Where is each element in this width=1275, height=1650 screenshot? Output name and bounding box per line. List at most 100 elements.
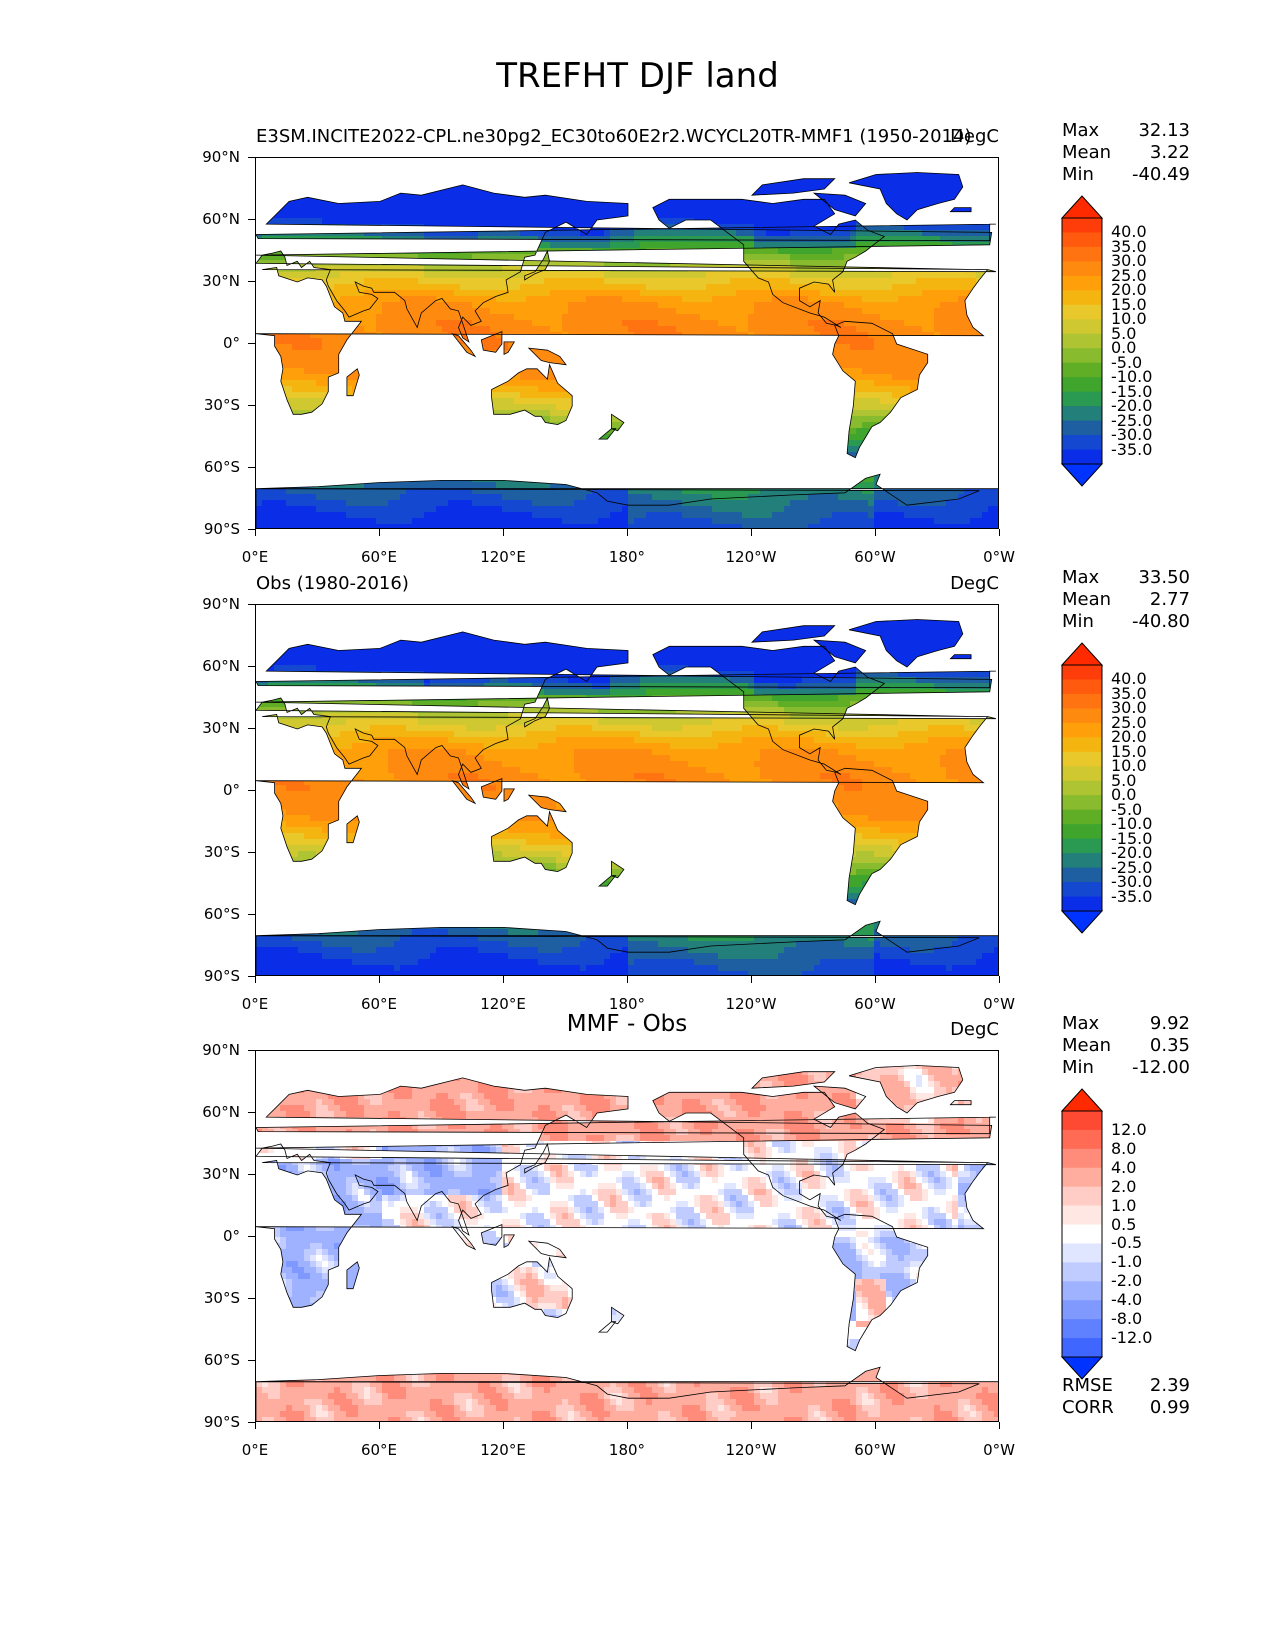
lon-tick-label: 180° (609, 548, 645, 566)
colorbar-level-label: -12.0 (1111, 1330, 1152, 1346)
stats-box: Max 33.50 Mean 2.77 Min -40.80 (1062, 567, 1190, 633)
colorbar-level-label: -5.0 (1111, 801, 1142, 818)
lat-tick-mark (248, 219, 255, 221)
lon-tick-label: 120°W (726, 548, 777, 566)
lon-tick-label: 60°E (361, 1441, 397, 1459)
lon-tick-mark (999, 529, 1001, 536)
colorbar-level-label: -10.0 (1111, 369, 1152, 385)
colorbar-level-label: -25.0 (1111, 859, 1152, 876)
colorbar-extend-bottom (1060, 463, 1104, 487)
lat-tick-label: 90°N (190, 595, 240, 613)
stats-box: Max 9.92 Mean 0.35 Min -12.00 (1062, 1013, 1190, 1079)
lon-tick-mark (255, 976, 257, 983)
colorbar-bin (1062, 218, 1102, 233)
lat-tick-mark (248, 281, 255, 283)
colorbar-level-label: 25.0 (1111, 714, 1147, 731)
lon-tick-mark (875, 976, 877, 983)
lat-tick-mark (248, 852, 255, 854)
land-temperature-field (256, 619, 998, 975)
stat-value: -12.00 (1132, 1057, 1190, 1079)
coastline (503, 788, 516, 802)
colorbar-bin (1062, 232, 1102, 248)
stat-row-max: Max 32.13 (1062, 120, 1190, 142)
colorbar-level-label: -8.0 (1111, 1311, 1142, 1327)
lon-tick-label: 60°E (361, 995, 397, 1013)
coastline (949, 1100, 972, 1106)
colorbar-bin (1062, 406, 1102, 422)
coastline (256, 473, 998, 528)
map-panel: E3SM.INCITE2022-CPL.ne30pg2_EC30to60E2r2… (0, 120, 1275, 590)
metric-label: RMSE (1062, 1375, 1113, 1397)
coastline (611, 413, 625, 432)
coastline (256, 714, 996, 862)
colorbar-bin (1062, 665, 1102, 680)
coastline (256, 223, 996, 242)
colorbar-level-label: 4.0 (1111, 1159, 1136, 1176)
lon-tick-mark (627, 976, 629, 983)
stat-label: Mean (1062, 589, 1111, 611)
colorbar-bin (1062, 1281, 1102, 1301)
panel-left-title: E3SM.INCITE2022-CPL.ne30pg2_EC30to60E2r2… (256, 126, 971, 147)
lon-tick-mark (379, 976, 381, 983)
stat-row-mean: Mean 0.35 (1062, 1035, 1190, 1057)
colorbar-bin (1062, 1319, 1102, 1339)
stat-label: Min (1062, 164, 1094, 186)
stat-row-min: Min -12.00 (1062, 1057, 1190, 1079)
lon-tick-label: 120°W (726, 1441, 777, 1459)
lat-tick-label: 30°N (190, 719, 240, 737)
lon-tick-label: 180° (609, 1441, 645, 1459)
lon-tick-label: 120°E (480, 1441, 526, 1459)
lat-tick-mark (248, 343, 255, 345)
metric-label: CORR (1062, 1397, 1114, 1419)
lat-tick-mark (248, 1298, 255, 1300)
lon-tick-mark (751, 976, 753, 983)
colorbar-level-label: -25.0 (1111, 412, 1152, 429)
metric-row-corr: CORR 0.99 (1062, 1397, 1190, 1419)
coastline (451, 1225, 477, 1251)
colorbar (1060, 195, 1104, 487)
colorbar-level-label: -1.0 (1111, 1254, 1142, 1270)
metric-value: 0.99 (1150, 1397, 1190, 1419)
lat-tick-label: 60°S (190, 458, 240, 476)
lat-tick-mark (248, 914, 255, 916)
stat-value: 3.22 (1150, 142, 1190, 164)
lon-tick-mark (379, 529, 381, 536)
coastline (652, 198, 886, 328)
lat-tick-label: 90°N (190, 148, 240, 166)
colorbar-bin (1062, 1300, 1102, 1320)
lon-tick-label: 0°W (983, 995, 1015, 1013)
coastline (611, 860, 625, 879)
figure-title: TREFHT DJF land (0, 56, 1275, 96)
map-panel: MMF - Obs DegC 90°N 60°N 30°N 0° 30°S 60°S 90°S 0… (0, 1011, 1275, 1483)
coastline (611, 1306, 625, 1325)
panel-center-title: MMF - Obs (255, 1011, 999, 1037)
colorbar-bin (1062, 679, 1102, 695)
colorbar-level-label: -4.0 (1111, 1292, 1142, 1308)
lon-tick-mark (503, 529, 505, 536)
coastline (750, 1071, 836, 1089)
colorbar-level-label: 20.0 (1111, 729, 1147, 745)
lat-tick-label: 0° (190, 1227, 240, 1245)
colorbar-level-label: -20.0 (1111, 845, 1152, 861)
lat-tick-label: 0° (190, 781, 240, 799)
land-temperature-field (256, 172, 998, 528)
colorbar-level-label: 10.0 (1111, 311, 1147, 327)
lon-tick-label: 60°W (854, 1441, 895, 1459)
colorbar-level-label: 20.0 (1111, 282, 1147, 298)
colorbar-bin (1062, 1186, 1102, 1207)
colorbar-extend-top (1060, 642, 1104, 666)
colorbar-bin (1062, 1224, 1102, 1244)
lon-tick-label: 0°W (983, 548, 1015, 566)
coastline (598, 875, 617, 887)
colorbar-bin (1062, 435, 1102, 451)
colorbar-bin (1062, 896, 1102, 912)
panel-left-title: Obs (1980-2016) (256, 573, 409, 594)
coastline (750, 625, 836, 643)
coastline (949, 207, 972, 213)
map-plot-area (255, 157, 999, 529)
colorbar-bin (1062, 795, 1102, 811)
colorbar-bin (1062, 304, 1102, 320)
coastline (346, 815, 360, 844)
coastline (256, 670, 996, 689)
coastline (598, 1321, 617, 1333)
